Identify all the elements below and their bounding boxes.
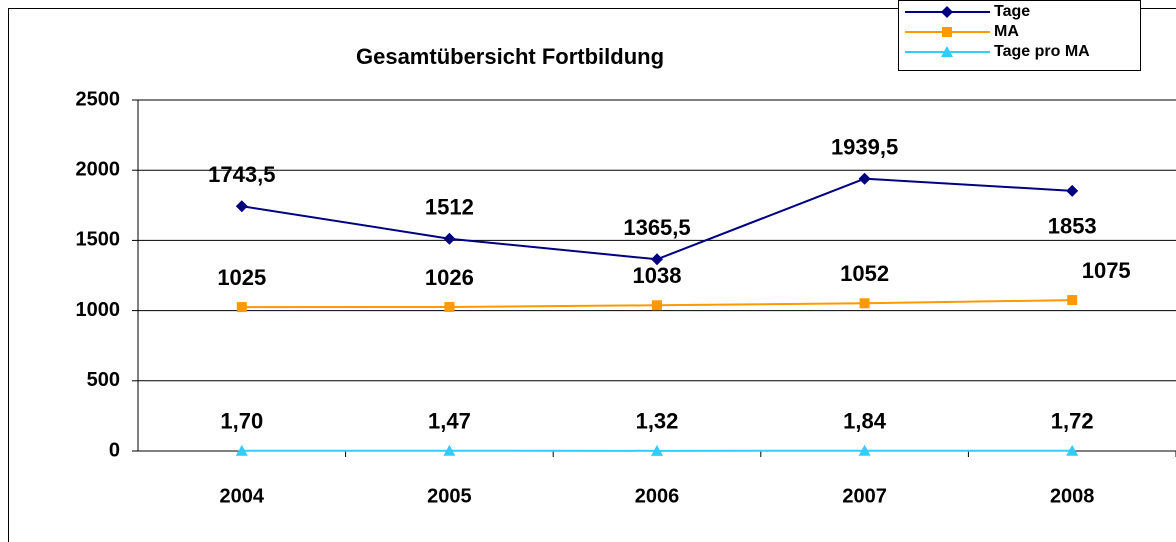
data-label: 1,47 <box>428 409 471 434</box>
chart-frame <box>8 8 1176 542</box>
legend-label: Tage <box>994 3 1030 20</box>
data-point <box>858 444 871 456</box>
legend-label: MA <box>994 23 1019 40</box>
data-point <box>443 444 456 456</box>
data-label: 1025 <box>217 265 266 290</box>
y-tick-label: 0 <box>109 439 120 461</box>
data-label: 1,84 <box>843 409 887 434</box>
y-tick-label: 1000 <box>76 299 121 321</box>
data-point <box>652 300 662 311</box>
data-point <box>859 298 870 309</box>
y-tick-label: 2000 <box>76 158 121 180</box>
data-point <box>444 301 455 312</box>
data-point <box>235 444 248 456</box>
data-point <box>1066 444 1079 456</box>
data-label: 1052 <box>840 261 889 286</box>
chart-title: Gesamtübersicht Fortbildung <box>356 44 664 69</box>
x-tick-label: 2008 <box>1050 485 1095 507</box>
data-label: 1743,5 <box>208 162 275 187</box>
y-tick-label: 2500 <box>76 88 121 110</box>
y-tick-label: 1500 <box>76 229 121 251</box>
data-point <box>1067 295 1078 306</box>
data-label: 1853 <box>1048 214 1097 239</box>
data-point <box>1066 184 1079 197</box>
data-point <box>443 232 456 245</box>
data-label: 1365,5 <box>623 215 690 240</box>
data-point <box>651 444 663 456</box>
x-tick-label: 2004 <box>220 485 265 507</box>
data-label: 1038 <box>633 263 682 288</box>
x-tick-label: 2006 <box>635 485 680 507</box>
data-label: 1026 <box>425 265 474 290</box>
data-point <box>651 253 663 266</box>
data-label: 1,32 <box>636 409 679 434</box>
data-label: 1512 <box>425 195 474 220</box>
legend-marker <box>941 46 953 57</box>
legend-marker <box>941 6 953 18</box>
data-label: 1939,5 <box>831 135 898 160</box>
legend-label: Tage pro MA <box>994 43 1090 60</box>
data-label: 1,72 <box>1051 409 1094 434</box>
data-point <box>235 200 248 213</box>
data-point <box>236 302 247 313</box>
y-tick-label: 500 <box>87 369 120 391</box>
data-label: 1075 <box>1082 258 1131 283</box>
x-tick-label: 2005 <box>427 485 472 507</box>
data-label: 1,70 <box>220 409 263 434</box>
x-tick-label: 2007 <box>842 485 887 507</box>
legend-marker <box>942 27 952 37</box>
data-point <box>858 172 871 185</box>
